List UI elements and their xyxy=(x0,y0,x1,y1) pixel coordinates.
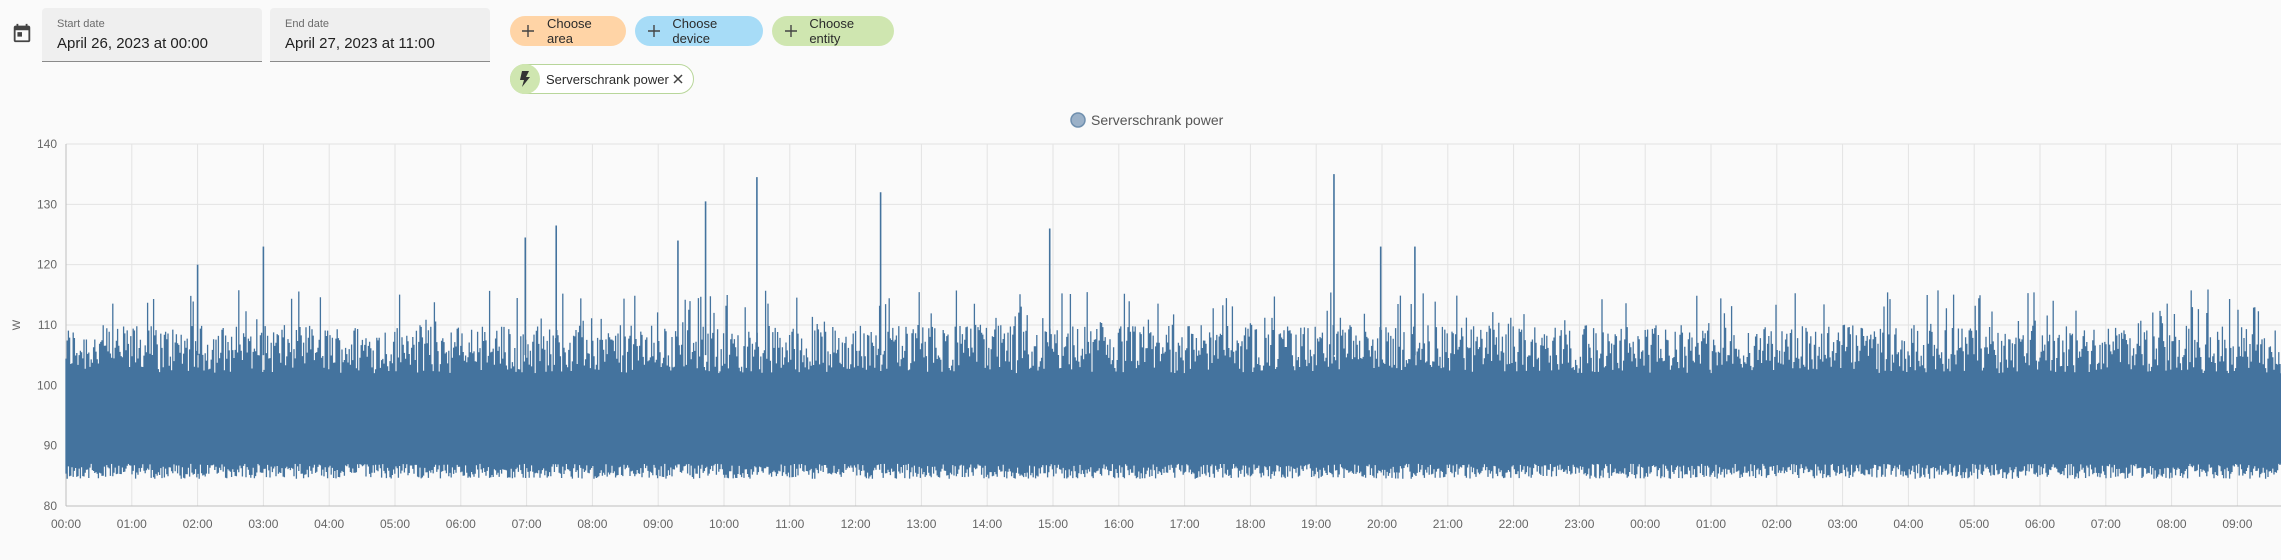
x-tick-label: 02:00 xyxy=(183,517,213,531)
x-tick-label: 15:00 xyxy=(1038,517,1068,531)
plus-icon xyxy=(780,19,801,43)
y-tick-label: 110 xyxy=(38,318,57,332)
y-tick-label: 140 xyxy=(37,137,57,151)
x-tick-label: 22:00 xyxy=(1499,517,1529,531)
x-tick-label: 17:00 xyxy=(1170,517,1200,531)
choose-entity-button[interactable]: Choose entity xyxy=(772,16,894,46)
x-tick-label: 03:00 xyxy=(1828,517,1858,531)
y-tick-label: 80 xyxy=(44,499,58,513)
x-tick-label: 20:00 xyxy=(1367,517,1397,531)
choose-area-button[interactable]: Choose area xyxy=(510,16,626,46)
selected-entity-label: Serverschrank power xyxy=(546,71,669,87)
x-tick-label: 16:00 xyxy=(1104,517,1134,531)
x-tick-label: 12:00 xyxy=(841,517,871,531)
plus-icon xyxy=(518,19,539,43)
remove-entity-icon[interactable] xyxy=(671,72,685,86)
x-tick-label: 21:00 xyxy=(1433,517,1463,531)
x-tick-label: 09:00 xyxy=(643,517,673,531)
x-tick-label: 07:00 xyxy=(2091,517,2121,531)
y-axis-label: W xyxy=(11,319,23,330)
flash-icon xyxy=(510,64,540,94)
y-axis-ticks: 80 90 100 110 120 130 140 xyxy=(37,137,57,513)
x-tick-label: 05:00 xyxy=(380,517,410,531)
start-date-field[interactable]: Start date April 26, 2023 at 00:00 xyxy=(42,8,262,62)
history-toolbar: Start date April 26, 2023 at 00:00 End d… xyxy=(0,0,2281,100)
series-serverschrank-power[interactable] xyxy=(65,174,2281,479)
x-tick-label: 07:00 xyxy=(512,517,542,531)
y-tick-label: 130 xyxy=(37,197,57,211)
start-date-label: Start date xyxy=(57,18,105,30)
x-tick-label: 10:00 xyxy=(709,517,739,531)
x-tick-label: 00:00 xyxy=(1630,517,1660,531)
x-tick-label: 04:00 xyxy=(314,517,344,531)
x-tick-label: 14:00 xyxy=(972,517,1002,531)
y-tick-label: 90 xyxy=(44,439,58,453)
choose-entity-label: Choose entity xyxy=(809,16,855,46)
x-tick-label: 11:00 xyxy=(775,517,804,531)
x-tick-label: 13:00 xyxy=(906,517,936,531)
x-tick-label: 09:00 xyxy=(2222,517,2252,531)
chart-legend[interactable]: Serverschrank power xyxy=(1070,112,1224,128)
series-trace xyxy=(65,289,2281,479)
x-tick-label: 01:00 xyxy=(117,517,147,531)
x-tick-label: 01:00 xyxy=(1696,517,1726,531)
legend-label[interactable]: Serverschrank power xyxy=(1091,112,1224,128)
history-chart: Serverschrank power W 80 90 100 110 120 130 14… xyxy=(11,112,2281,531)
x-tick-label: 03:00 xyxy=(248,517,278,531)
plus-icon xyxy=(643,19,664,43)
y-tick-label: 100 xyxy=(37,378,57,392)
end-date-value[interactable]: April 27, 2023 at 11:00 xyxy=(285,35,435,52)
calendar-icon[interactable] xyxy=(11,22,33,44)
x-tick-label: 04:00 xyxy=(1893,517,1923,531)
x-tick-label: 00:00 xyxy=(51,517,81,531)
x-tick-label: 23:00 xyxy=(1564,517,1594,531)
end-date-label: End date xyxy=(285,18,330,30)
x-tick-label: 08:00 xyxy=(2157,517,2187,531)
x-axis-ticks: 00:00 01:00 02:00 03:00 04:00 05:00 06:00 07:00… xyxy=(51,517,2253,531)
choose-area-label: Choose area xyxy=(546,16,592,46)
x-tick-label: 05:00 xyxy=(1959,517,1989,531)
x-tick-label: 08:00 xyxy=(577,517,607,531)
x-tick-label: 06:00 xyxy=(446,517,476,531)
legend-swatch xyxy=(1070,112,1086,128)
end-date-field[interactable]: End date April 27, 2023 at 11:00 xyxy=(270,8,490,62)
start-date-value[interactable]: April 26, 2023 at 00:00 xyxy=(57,35,208,52)
x-tick-label: 19:00 xyxy=(1301,517,1331,531)
x-tick-label: 18:00 xyxy=(1235,517,1265,531)
choose-device-label: Choose device xyxy=(672,16,718,46)
choose-device-button[interactable]: Choose device xyxy=(635,16,763,46)
y-tick-label: 120 xyxy=(37,258,57,272)
x-tick-label: 02:00 xyxy=(1762,517,1792,531)
selected-entity-chip[interactable]: Serverschrank power xyxy=(510,64,694,94)
x-tick-label: 06:00 xyxy=(2025,517,2055,531)
